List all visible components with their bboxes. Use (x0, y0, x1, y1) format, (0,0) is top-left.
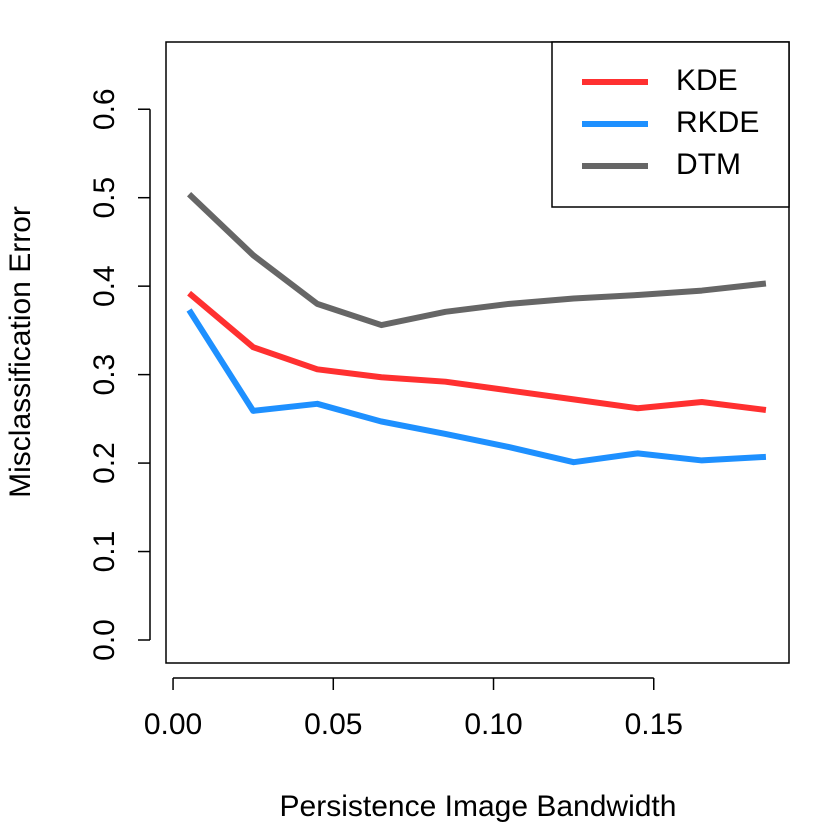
x-tick-label: 0.00 (144, 708, 202, 741)
data-line (186, 308, 767, 466)
x-axis-label: Persistence Image Bandwidth (280, 790, 677, 823)
y-tick-label: 0.6 (88, 88, 121, 130)
plot-frame (165, 41, 790, 664)
y-tick-label: 0.2 (88, 442, 121, 484)
y-tick-label: 0.5 (88, 177, 121, 219)
y-tick-label: 0.4 (88, 265, 121, 307)
x-tick-label: 0.10 (464, 708, 522, 741)
y-tick-label: 0.1 (88, 531, 121, 573)
y-tick-label: 0.0 (88, 619, 121, 661)
data-line (187, 191, 767, 329)
x-tick-label: 0.15 (625, 708, 683, 741)
data-line (187, 290, 767, 413)
legend-label: RKDE (676, 106, 759, 139)
x-tick-label: 0.05 (304, 708, 362, 741)
y-tick-label: 0.3 (88, 354, 121, 396)
y-axis-label: Misclassification Error (4, 206, 37, 498)
legend-label: DTM (676, 148, 741, 181)
legend-label: KDE (676, 64, 738, 97)
